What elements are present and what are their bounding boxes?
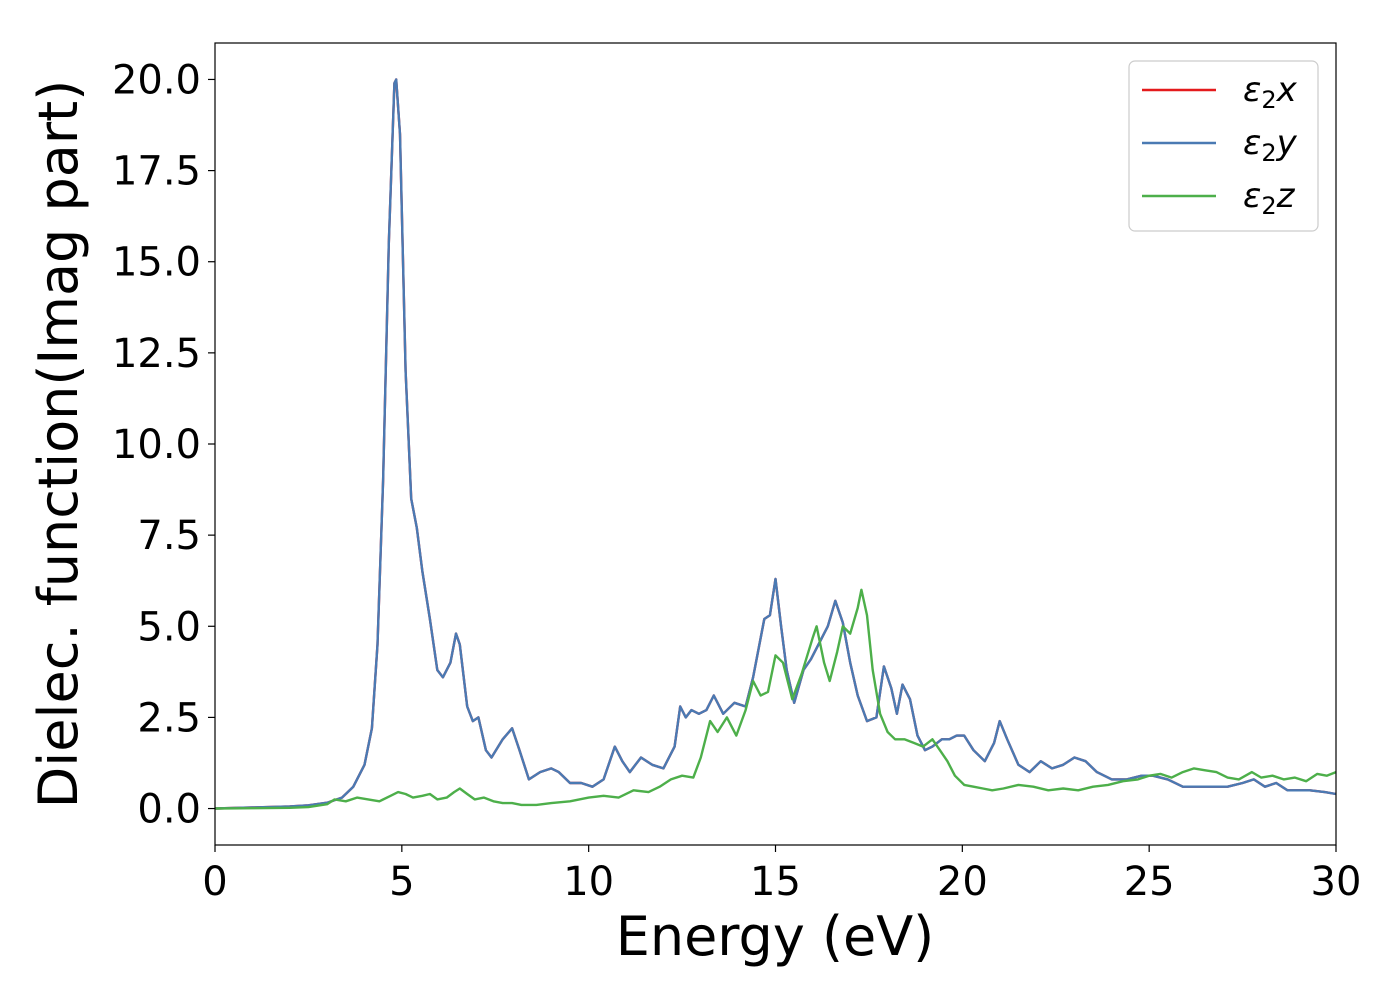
x-tick-label: 20: [937, 859, 988, 905]
y-axis-label: Dielec. function(Imag part): [27, 80, 90, 809]
y-axis-ticks: 0.0 2.5 5.0 7.5 10.0 12.5 15.0 17.5 20.0: [112, 57, 215, 833]
series-line-2: [214, 78, 1337, 810]
y-tick-label: 12.5: [112, 331, 201, 377]
x-tick-label: 25: [1124, 859, 1175, 905]
legend-label-2: ε2y: [1243, 123, 1298, 167]
x-tick-label: 0: [202, 859, 227, 905]
y-tick-label: 7.5: [137, 513, 201, 559]
legend-label-1: ε2x: [1243, 70, 1298, 114]
y-tick-label: 17.5: [112, 149, 201, 195]
x-tick-label: 30: [1311, 859, 1362, 905]
x-tick-label: 5: [389, 859, 414, 905]
legend-frame: [1128, 60, 1319, 232]
y-tick-label: 2.5: [137, 695, 201, 741]
legend: ε2x ε2y ε2z: [1128, 60, 1319, 232]
x-axis-label: Energy (eV): [616, 905, 935, 968]
x-tick-label: 10: [563, 859, 614, 905]
y-tick-label: 0.0: [137, 787, 201, 833]
y-tick-label: 10.0: [112, 422, 201, 468]
y-tick-label: 5.0: [137, 604, 201, 650]
x-axis-ticks: 0 5 10 15 20 25 30: [202, 845, 1361, 905]
series-line-3: [214, 588, 1337, 810]
y-tick-label: 20.0: [112, 57, 201, 103]
legend-label-3: ε2z: [1243, 176, 1296, 220]
series-layer: [214, 78, 1337, 810]
y-tick-label: 15.0: [112, 240, 201, 286]
x-tick-label: 15: [750, 859, 801, 905]
